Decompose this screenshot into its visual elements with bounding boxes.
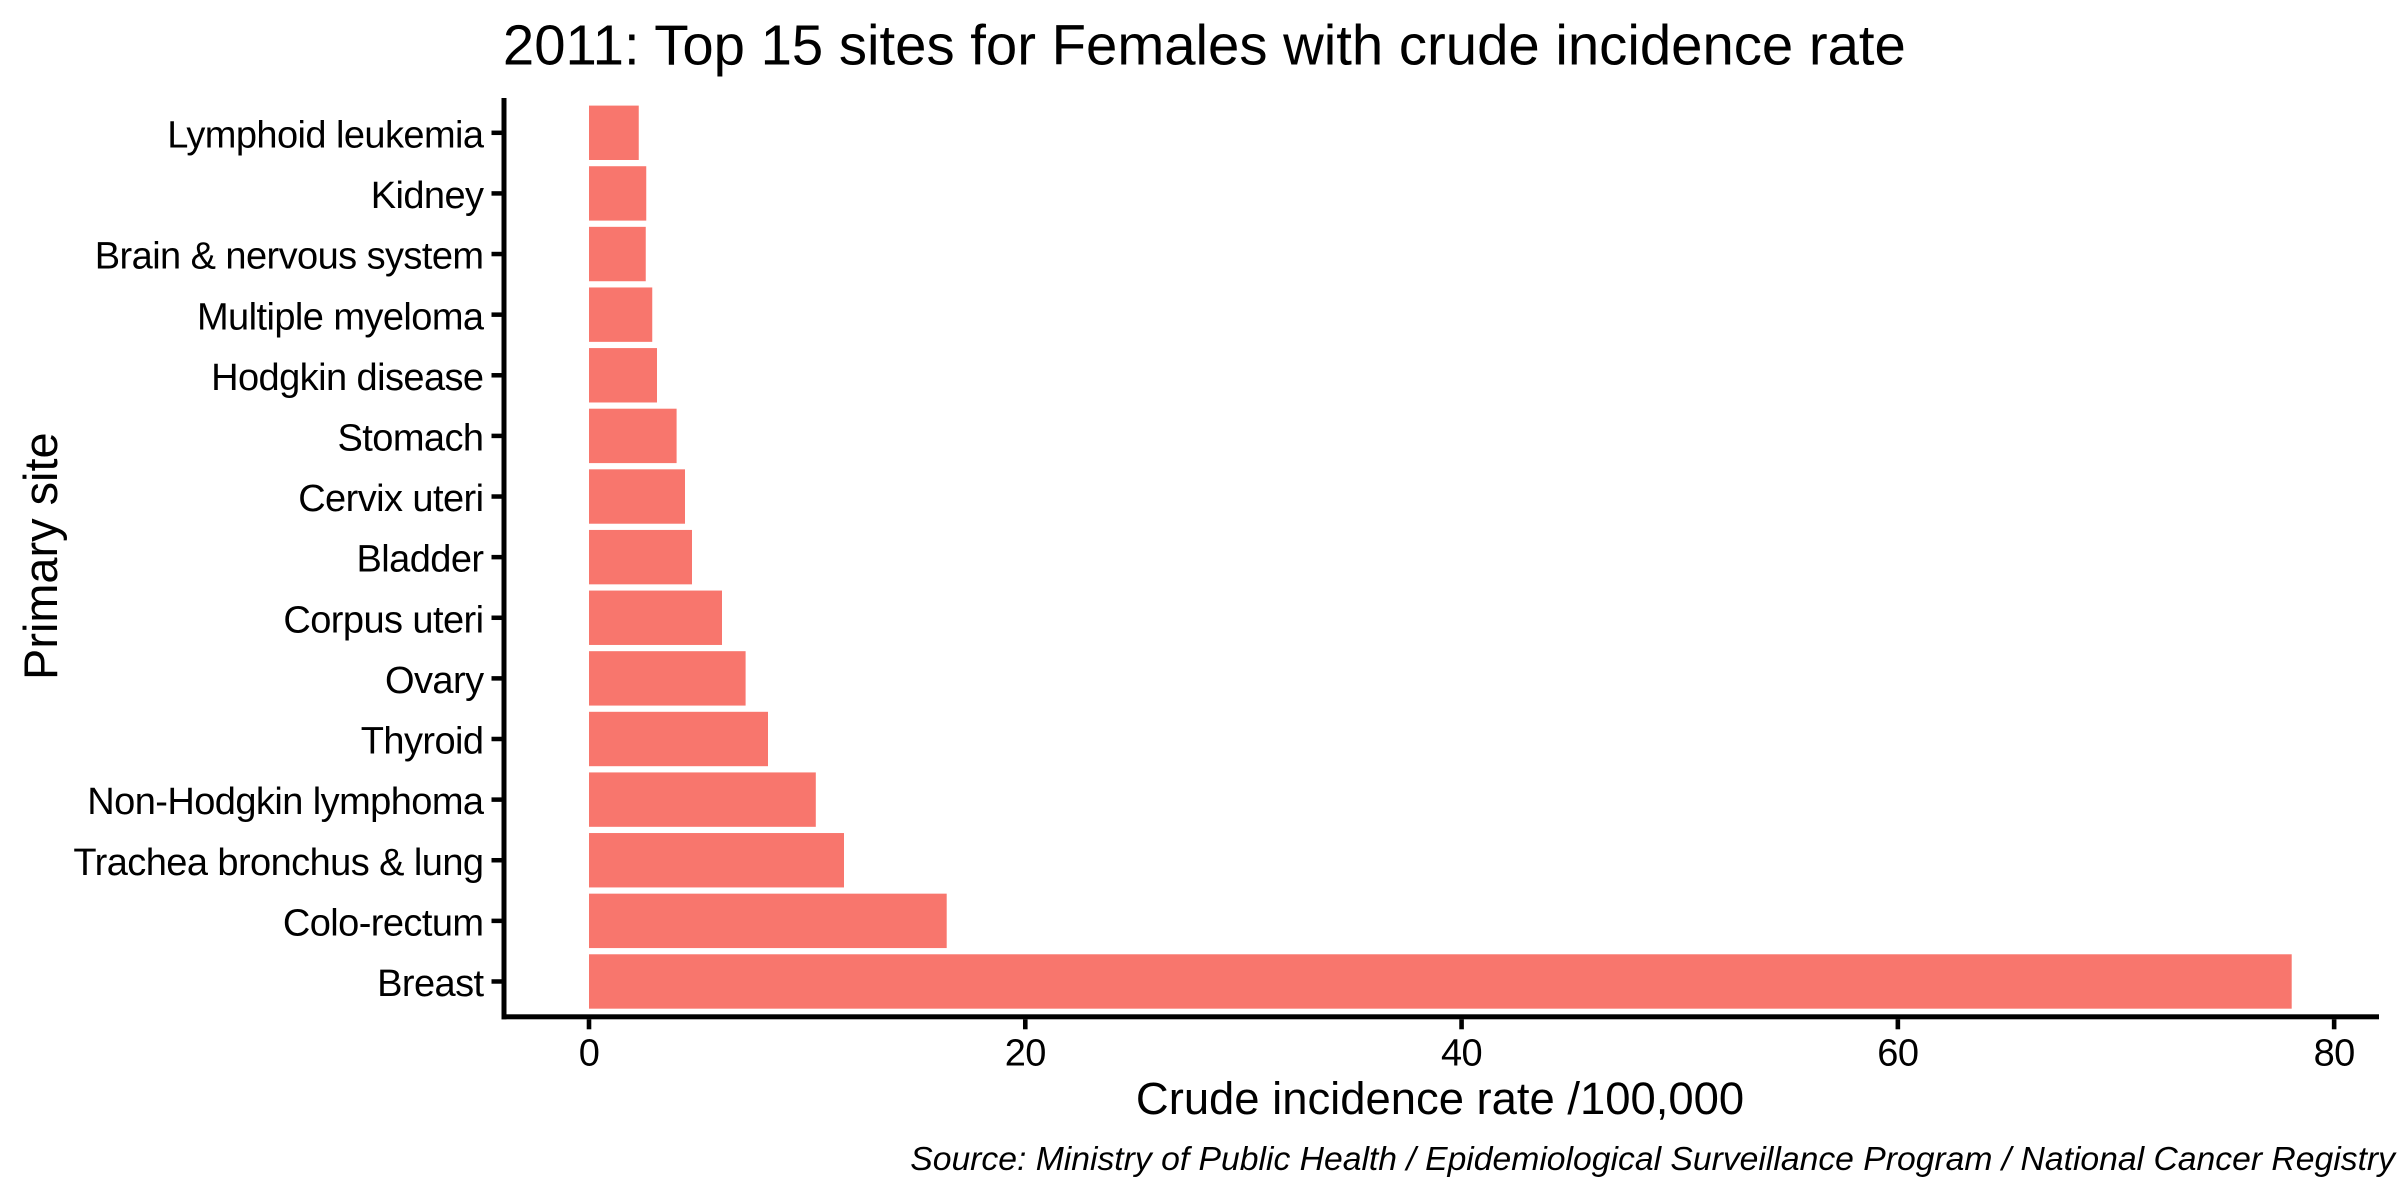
svg-text:20: 20 xyxy=(1005,1033,1046,1075)
svg-text:Stomach: Stomach xyxy=(338,418,484,460)
svg-text:40: 40 xyxy=(1441,1033,1482,1075)
svg-text:Corpus uteri: Corpus uteri xyxy=(283,599,483,641)
svg-text:Non-Hodgkin lymphoma: Non-Hodgkin lymphoma xyxy=(87,781,485,823)
svg-text:Lymphoid leukemia: Lymphoid leukemia xyxy=(167,114,485,156)
svg-text:Source: Ministry of Public Hea: Source: Ministry of Public Health / Epid… xyxy=(910,1140,2397,1178)
svg-text:80: 80 xyxy=(2314,1033,2355,1075)
svg-text:Bladder: Bladder xyxy=(357,539,485,581)
svg-text:Trachea bronchus & lung: Trachea bronchus & lung xyxy=(73,842,483,884)
svg-text:Primary site: Primary site xyxy=(15,432,67,680)
svg-text:Multiple myeloma: Multiple myeloma xyxy=(197,296,485,338)
svg-text:Crude incidence rate /100,000: Crude incidence rate /100,000 xyxy=(1136,1073,1744,1124)
svg-text:Breast: Breast xyxy=(377,963,484,1005)
svg-text:Kidney: Kidney xyxy=(371,175,484,217)
svg-text:Cervix uteri: Cervix uteri xyxy=(298,478,483,520)
svg-text:60: 60 xyxy=(1877,1033,1918,1075)
svg-text:Brain & nervous system: Brain & nervous system xyxy=(95,236,484,278)
svg-text:Ovary: Ovary xyxy=(385,660,484,702)
svg-text:2011: Top 15 sites for Females: 2011: Top 15 sites for Females with crud… xyxy=(503,13,1906,76)
svg-text:Colo-rectum: Colo-rectum xyxy=(283,902,484,944)
svg-text:Thyroid: Thyroid xyxy=(361,721,484,763)
svg-text:Hodgkin disease: Hodgkin disease xyxy=(211,357,483,399)
svg-text:0: 0 xyxy=(579,1033,600,1075)
